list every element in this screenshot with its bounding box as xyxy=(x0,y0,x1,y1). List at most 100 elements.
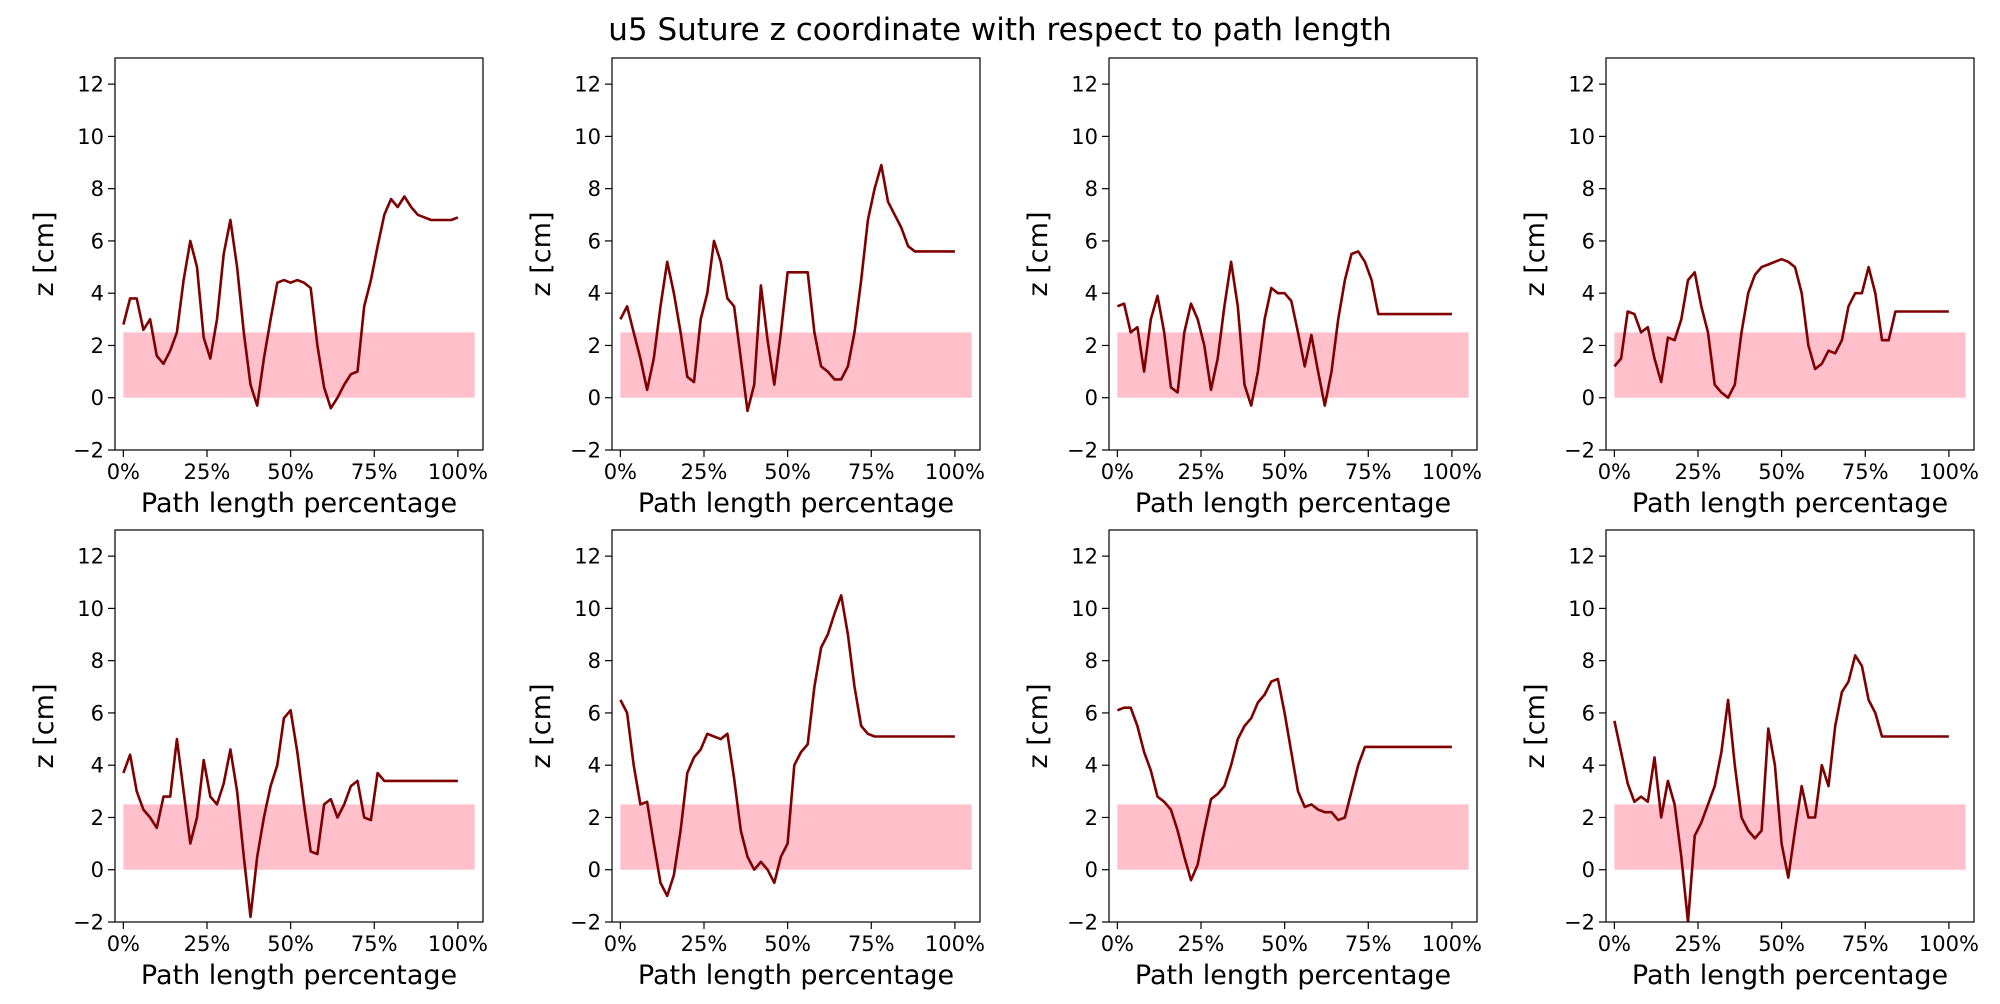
x-tick-label: 50% xyxy=(764,932,811,956)
x-axis-label: Path length percentage xyxy=(1135,960,1451,991)
x-axis-label: Path length percentage xyxy=(1632,488,1948,519)
y-axis-label: z [cm] xyxy=(526,212,557,297)
x-tick-label: 100% xyxy=(428,932,488,956)
series-line xyxy=(619,593,955,898)
figure-title: u5 Suture z coordinate with respect to p… xyxy=(608,12,1392,48)
x-tick-label: 0% xyxy=(604,460,637,484)
axes-frame xyxy=(611,529,981,923)
y-tick-label: 0 xyxy=(1582,386,1595,410)
x-tick-label: 75% xyxy=(351,932,398,956)
x-tick-label: 75% xyxy=(1842,460,1889,484)
x-tick-label: 100% xyxy=(1422,932,1482,956)
y-tick-label: 12 xyxy=(1071,545,1098,569)
y-tick-label: 10 xyxy=(77,597,104,621)
x-tick-label: 100% xyxy=(1919,460,1979,484)
x-tick-label: 75% xyxy=(848,460,895,484)
y-tick-label: 4 xyxy=(1085,282,1098,306)
y-tick-label: −2 xyxy=(73,439,104,463)
y-tick-label: 2 xyxy=(1582,334,1595,358)
series-line xyxy=(1613,654,1949,922)
y-tick-label: −2 xyxy=(1564,911,1595,935)
y-tick-label: 8 xyxy=(1085,177,1098,201)
x-axis-label: Path length percentage xyxy=(141,960,457,991)
y-tick-label: 6 xyxy=(1582,229,1595,253)
y-axis-label: z [cm] xyxy=(1520,212,1551,297)
y-tick-label: 4 xyxy=(1085,754,1098,778)
y-tick-label: 12 xyxy=(574,73,601,97)
y-tick-label: 8 xyxy=(588,177,601,201)
subplot-8: 0% 25% 50% 75% 100% −2 0 2 4 6 8 10 12 Path length pe… xyxy=(1520,529,1979,991)
subplot-5: 0% 25% 50% 75% 100% −2 0 2 4 6 8 10 12 Path length pe… xyxy=(29,529,488,991)
x-tick-label: 0% xyxy=(107,460,140,484)
y-tick-label: 2 xyxy=(1085,334,1098,358)
x-tick-label: 25% xyxy=(1675,932,1722,956)
y-tick-label: 10 xyxy=(77,125,104,149)
y-axis-label: z [cm] xyxy=(29,212,60,297)
x-tick-label: 75% xyxy=(1345,932,1392,956)
x-axis-label: Path length percentage xyxy=(1135,488,1451,519)
y-tick-label: 2 xyxy=(91,806,104,830)
y-tick-label: 4 xyxy=(1582,282,1595,306)
y-axis-label: z [cm] xyxy=(526,684,557,769)
subplot-2: 0% 25% 50% 75% 100% −2 0 2 4 6 8 10 12 Path length pe… xyxy=(526,57,985,519)
subplot-3: 0% 25% 50% 75% 100% −2 0 2 4 6 8 10 12 Path length pe… xyxy=(1023,57,1482,519)
x-tick-label: 75% xyxy=(848,932,895,956)
axes-frame xyxy=(1108,529,1478,923)
x-tick-label: 100% xyxy=(428,460,488,484)
y-tick-label: 0 xyxy=(1085,858,1098,882)
x-tick-label: 100% xyxy=(1422,460,1482,484)
axes-frame xyxy=(1605,57,1975,451)
x-tick-label: 50% xyxy=(267,460,314,484)
x-tick-label: 100% xyxy=(925,932,985,956)
axes-frame xyxy=(1605,529,1975,923)
y-tick-label: −2 xyxy=(570,439,601,463)
y-tick-label: 4 xyxy=(91,754,104,778)
tolerance-band xyxy=(1117,804,1469,870)
y-tick-label: 4 xyxy=(588,282,601,306)
x-tick-label: 75% xyxy=(1842,932,1889,956)
x-tick-label: 75% xyxy=(1345,460,1392,484)
y-tick-label: 8 xyxy=(1085,649,1098,673)
x-tick-label: 0% xyxy=(107,932,140,956)
y-tick-label: 12 xyxy=(77,545,104,569)
y-tick-label: 8 xyxy=(588,649,601,673)
series-line xyxy=(619,163,955,413)
x-tick-label: 25% xyxy=(681,460,728,484)
y-tick-label: 8 xyxy=(1582,177,1595,201)
y-tick-label: −2 xyxy=(1564,439,1595,463)
x-tick-label: 50% xyxy=(764,460,811,484)
x-tick-label: 0% xyxy=(604,932,637,956)
subplot-4: 0% 25% 50% 75% 100% −2 0 2 4 6 8 10 12 Path length pe… xyxy=(1520,57,1979,519)
series-line xyxy=(122,195,459,410)
x-tick-label: 0% xyxy=(1101,932,1134,956)
y-tick-label: −2 xyxy=(1067,911,1098,935)
axes-frame xyxy=(114,529,484,923)
x-tick-label: 0% xyxy=(1598,460,1631,484)
tolerance-band xyxy=(620,804,972,870)
y-tick-label: 6 xyxy=(91,229,104,253)
y-tick-label: 2 xyxy=(588,334,601,358)
x-tick-label: 25% xyxy=(1178,460,1225,484)
y-axis-label: z [cm] xyxy=(29,684,60,769)
y-tick-label: 0 xyxy=(1582,858,1595,882)
y-tick-label: 4 xyxy=(91,282,104,306)
x-tick-label: 100% xyxy=(925,460,985,484)
y-tick-label: −2 xyxy=(1067,439,1098,463)
y-tick-label: 8 xyxy=(1582,649,1595,673)
y-tick-label: 10 xyxy=(574,597,601,621)
series-line xyxy=(1116,677,1452,882)
y-tick-label: 6 xyxy=(588,701,601,725)
x-tick-label: 0% xyxy=(1101,460,1134,484)
y-tick-label: 2 xyxy=(1582,806,1595,830)
x-tick-label: 25% xyxy=(1178,932,1225,956)
tolerance-band xyxy=(1117,332,1469,398)
tolerance-band xyxy=(123,804,475,870)
y-tick-label: 4 xyxy=(1582,754,1595,778)
y-tick-label: 12 xyxy=(574,545,601,569)
y-tick-label: 12 xyxy=(1568,545,1595,569)
y-tick-label: 2 xyxy=(1085,806,1098,830)
x-tick-label: 100% xyxy=(1919,932,1979,956)
y-axis-label: z [cm] xyxy=(1023,684,1054,769)
y-tick-label: 10 xyxy=(1568,597,1595,621)
